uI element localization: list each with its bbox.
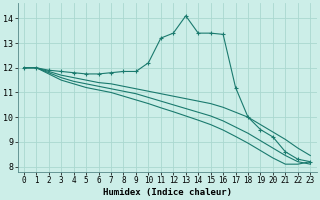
X-axis label: Humidex (Indice chaleur): Humidex (Indice chaleur) — [103, 188, 232, 197]
